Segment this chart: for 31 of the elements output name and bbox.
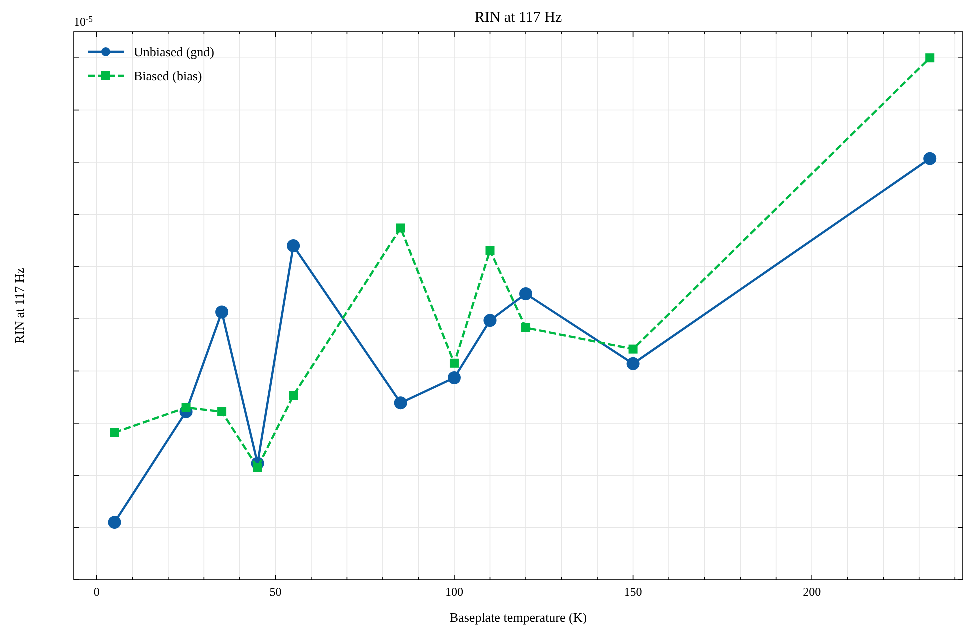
point: [216, 306, 229, 319]
point: [396, 224, 406, 233]
point: [520, 287, 533, 300]
point: [628, 344, 638, 354]
x-tick-label: 200: [803, 585, 822, 599]
point: [522, 323, 531, 332]
x-tick-label: 150: [624, 585, 642, 599]
point: [218, 407, 227, 416]
point: [448, 372, 461, 385]
point: [926, 54, 935, 63]
y-axis-title: RIN at 117 Hz: [12, 268, 27, 344]
chart-title: RIN at 117 Hz: [474, 10, 563, 26]
legend-label: Biased (bias): [134, 68, 202, 84]
point: [108, 516, 122, 530]
x-tick-label: 100: [445, 585, 464, 599]
point: [450, 358, 459, 368]
point: [289, 391, 298, 400]
point: [484, 314, 497, 328]
x-tick-label: 0: [94, 585, 100, 599]
point: [924, 152, 937, 166]
x-tick-label: 50: [270, 585, 282, 599]
point: [626, 357, 640, 370]
point: [486, 246, 495, 256]
text: 10$^{-5}$: [74, 14, 93, 29]
point: [182, 403, 191, 412]
point: [110, 428, 120, 438]
point: [394, 396, 408, 410]
x-axis-title: Baseplate temperature (K): [450, 610, 588, 625]
legend-label: Unbiased (gnd): [134, 44, 215, 60]
point: [287, 239, 300, 252]
point: [253, 463, 262, 472]
